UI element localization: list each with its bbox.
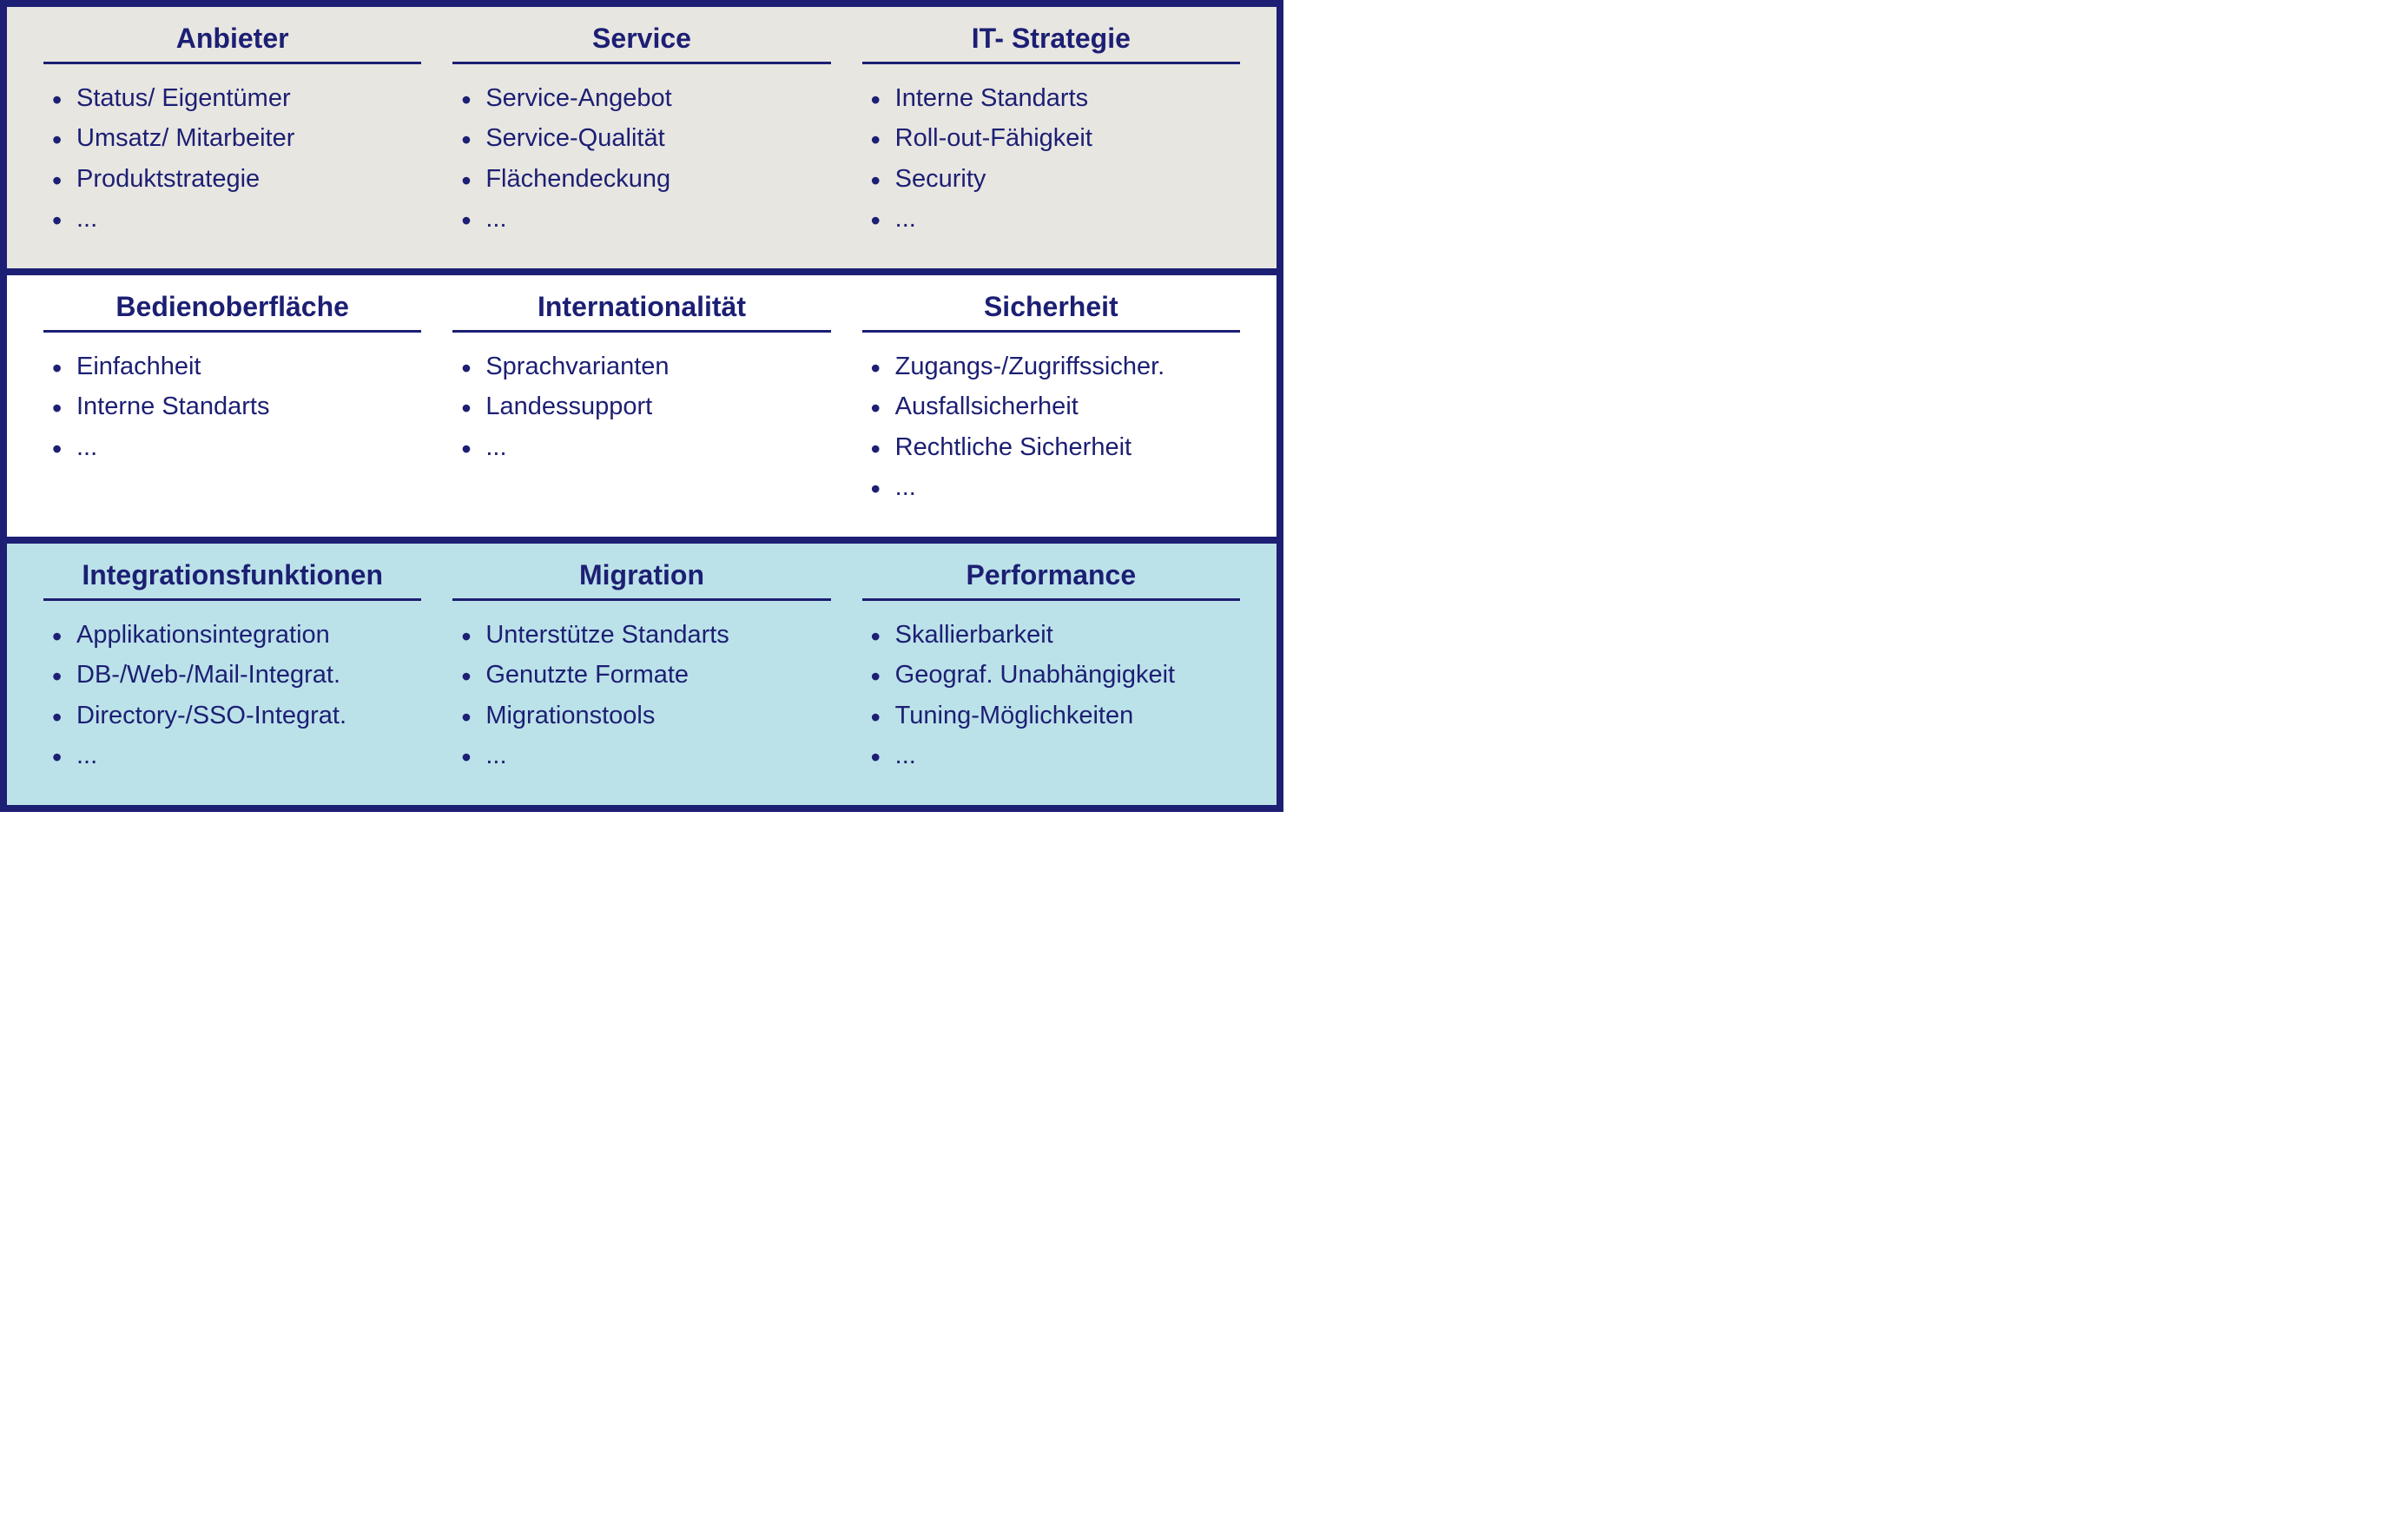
bullet-list: Interne Standarts Roll-out-Fähigkeit Sec… <box>855 78 1247 240</box>
list-item: Zugangs-/Zugriffssicher. <box>871 346 1247 386</box>
list-item: Sprachvarianten <box>461 346 837 386</box>
cell-title: Bedienoberfläche <box>43 291 421 333</box>
list-item: Directory-/SSO-Integrat. <box>52 696 428 736</box>
list-item: ... <box>52 736 428 775</box>
cell-title: Performance <box>862 559 1240 601</box>
bullet-list: Sprachvarianten Landessupport ... <box>445 346 837 467</box>
list-item: Genutzte Formate <box>461 655 837 695</box>
list-item: Skallierbarkeit <box>871 615 1247 655</box>
list-item: Landessupport <box>461 386 837 426</box>
list-item: ... <box>871 736 1247 775</box>
list-item: Interne Standarts <box>52 386 428 426</box>
list-item: ... <box>461 736 837 775</box>
cell-title: Sicherheit <box>862 291 1240 333</box>
cell-performance: Performance Skallierbarkeit Geograf. Una… <box>847 559 1256 789</box>
cell-title: Integrationsfunktionen <box>43 559 421 601</box>
grid-container: Anbieter Status/ Eigentümer Umsatz/ Mita… <box>0 0 1283 812</box>
bullet-list: Status/ Eigentümer Umsatz/ Mitarbeiter P… <box>36 78 428 240</box>
cell-it-strategie: IT- Strategie Interne Standarts Roll-out… <box>847 23 1256 253</box>
list-item: Ausfallsicherheit <box>871 386 1247 426</box>
list-item: ... <box>871 199 1247 239</box>
cell-integrationsfunktionen: Integrationsfunktionen Applikationsinteg… <box>28 559 437 789</box>
list-item: Tuning-Möglichkeiten <box>871 696 1247 736</box>
row-1: Anbieter Status/ Eigentümer Umsatz/ Mita… <box>7 7 1277 268</box>
cell-title: Service <box>452 23 830 64</box>
bullet-list: Applikationsintegration DB-/Web-/Mail-In… <box>36 615 428 776</box>
cell-service: Service Service-Angebot Service-Qualität… <box>437 23 846 253</box>
list-item: Security <box>871 159 1247 199</box>
cell-title: Anbieter <box>43 23 421 64</box>
bullet-list: Einfachheit Interne Standarts ... <box>36 346 428 467</box>
list-item: Unterstütze Standarts <box>461 615 837 655</box>
cell-title: Migration <box>452 559 830 601</box>
list-item: Produktstrategie <box>52 159 428 199</box>
list-item: Flächendeckung <box>461 159 837 199</box>
list-item: ... <box>461 427 837 467</box>
list-item: DB-/Web-/Mail-Integrat. <box>52 655 428 695</box>
list-item: Umsatz/ Mitarbeiter <box>52 118 428 158</box>
list-item: ... <box>52 199 428 239</box>
list-item: Applikationsintegration <box>52 615 428 655</box>
bullet-list: Zugangs-/Zugriffssicher. Ausfallsicherhe… <box>855 346 1247 508</box>
list-item: Einfachheit <box>52 346 428 386</box>
row-3: Integrationsfunktionen Applikationsinteg… <box>7 544 1277 805</box>
bullet-list: Skallierbarkeit Geograf. Unabhängigkeit … <box>855 615 1247 776</box>
list-item: Status/ Eigentümer <box>52 78 428 118</box>
cell-title: Internationalität <box>452 291 830 333</box>
cell-bedienoberflaeche: Bedienoberfläche Einfachheit Interne Sta… <box>28 291 437 521</box>
list-item: ... <box>52 427 428 467</box>
bullet-list: Unterstütze Standarts Genutzte Formate M… <box>445 615 837 776</box>
list-item: Rechtliche Sicherheit <box>871 427 1247 467</box>
list-item: Service-Angebot <box>461 78 837 118</box>
list-item: ... <box>871 467 1247 507</box>
cell-sicherheit: Sicherheit Zugangs-/Zugriffssicher. Ausf… <box>847 291 1256 521</box>
list-item: Interne Standarts <box>871 78 1247 118</box>
row-2: Bedienoberfläche Einfachheit Interne Sta… <box>7 275 1277 537</box>
list-item: ... <box>461 199 837 239</box>
cell-migration: Migration Unterstütze Standarts Genutzte… <box>437 559 846 789</box>
list-item: Roll-out-Fähigkeit <box>871 118 1247 158</box>
cell-title: IT- Strategie <box>862 23 1240 64</box>
cell-internationalitaet: Internationalität Sprachvarianten Landes… <box>437 291 846 521</box>
list-item: Service-Qualität <box>461 118 837 158</box>
list-item: Geograf. Unabhängigkeit <box>871 655 1247 695</box>
bullet-list: Service-Angebot Service-Qualität Flächen… <box>445 78 837 240</box>
list-item: Migrationstools <box>461 696 837 736</box>
cell-anbieter: Anbieter Status/ Eigentümer Umsatz/ Mita… <box>28 23 437 253</box>
